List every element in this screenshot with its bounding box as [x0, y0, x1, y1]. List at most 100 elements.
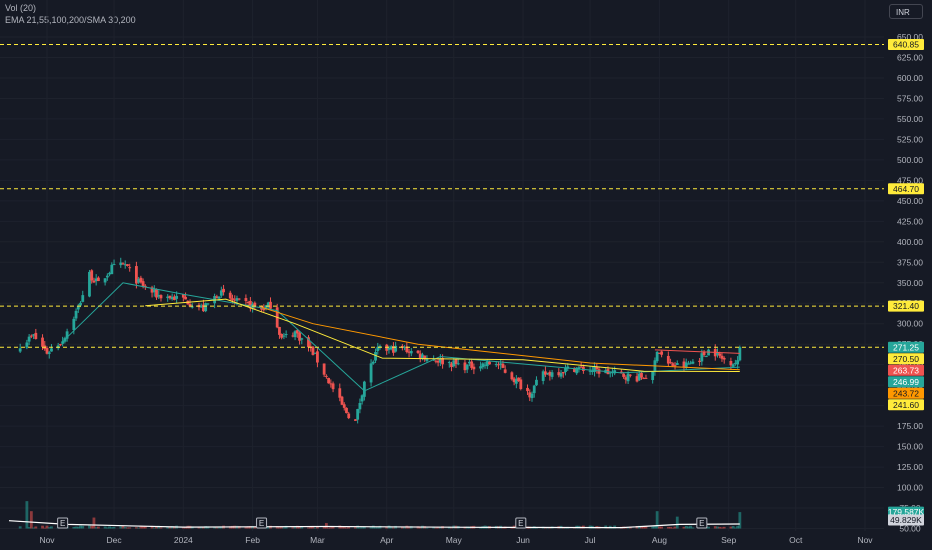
candle-body [418, 353, 422, 358]
candle-body [206, 303, 210, 305]
candle-body [103, 278, 107, 283]
volume-bar [400, 526, 404, 529]
candle-body [510, 372, 514, 380]
price-label-tag: 271.25 [893, 342, 919, 352]
volume-bar [184, 527, 187, 529]
volume-bar [108, 526, 111, 529]
candle-body [387, 347, 391, 350]
candle-body [358, 403, 362, 410]
price-tick-label: 550.00 [897, 114, 923, 124]
volume-bar [644, 525, 648, 529]
volume-bar [123, 526, 127, 529]
time-tick-label: Mar [310, 535, 325, 545]
candle-body [219, 290, 223, 296]
volume-bar [119, 526, 123, 529]
volume-bar [736, 525, 740, 529]
earnings-marker-box [57, 517, 69, 529]
candle-body [535, 379, 538, 386]
volume-bar [307, 527, 310, 529]
candle-body [184, 296, 187, 300]
volume-bar [687, 526, 690, 529]
level-price-tag-bg [888, 183, 924, 195]
volume-bar [669, 527, 672, 529]
candle-body [517, 377, 520, 382]
time-tick-label: Nov [857, 535, 873, 545]
grid [0, 0, 884, 531]
candle-body [360, 395, 364, 402]
candle-body [472, 366, 476, 370]
candle-body [485, 361, 489, 367]
volume-bar [666, 526, 670, 529]
price-tick-label: 350.00 [897, 278, 923, 288]
price-label-tag: 263.73 [893, 365, 919, 375]
candle-body [470, 361, 474, 368]
candle-body [548, 372, 552, 376]
earnings-marker-box [256, 517, 268, 529]
volume-bar [202, 526, 205, 529]
candle-body [561, 372, 565, 374]
price-tick-label: 450.00 [897, 196, 923, 206]
volume-bar [340, 526, 344, 529]
ma-line [261, 306, 740, 371]
time-tick-label: 2024 [174, 535, 193, 545]
candle-body [181, 294, 185, 298]
candle-body [340, 396, 344, 405]
candle-body [660, 351, 664, 355]
volume-value-tag: 179.587K [888, 507, 925, 517]
volume-bar [94, 527, 98, 529]
candle-body [141, 281, 145, 287]
candle-body [704, 356, 708, 358]
time-tick-label: Sep [721, 535, 736, 545]
candle-body [733, 362, 737, 364]
level-price-tag: 321.40 [893, 301, 919, 311]
price-tick-label: 475.00 [897, 175, 923, 185]
candle-body [608, 372, 612, 374]
volume-bar [450, 527, 453, 529]
candle-body [298, 332, 301, 341]
volume-bar [155, 526, 158, 529]
candle-body [295, 330, 299, 334]
volume-bar [50, 526, 53, 529]
candle-body [199, 305, 203, 308]
volume-indicator-label[interactable]: Vol (20) [5, 3, 37, 13]
candle-body [559, 373, 563, 377]
candle-body [324, 375, 328, 377]
candle-body [311, 346, 315, 355]
candle-body [635, 376, 639, 382]
candle-body [47, 352, 51, 354]
volume-bar [159, 527, 163, 529]
candle-body [738, 347, 742, 361]
candle-body [90, 270, 94, 281]
candle-body [564, 368, 567, 373]
candle-body [291, 335, 295, 337]
candle-body [371, 361, 375, 364]
volume-bar [291, 527, 295, 529]
volume-bar [76, 526, 80, 529]
volume-bar [501, 527, 505, 529]
candle-body [94, 278, 98, 282]
candle-body [702, 351, 706, 356]
ema-indicator-label[interactable]: EMA 21,55,100,200/SMA 30,200 [5, 15, 136, 25]
candle-body [170, 297, 174, 300]
price-tick-label: 425.00 [897, 216, 923, 226]
candle-body [622, 373, 626, 377]
candle-body [61, 341, 65, 344]
earnings-marker-box [696, 517, 708, 529]
candle-body [501, 363, 505, 368]
candle-body [579, 366, 583, 368]
candle-body [700, 353, 704, 362]
candle-body [644, 377, 648, 379]
volume-bar [675, 516, 679, 529]
currency-button[interactable]: INR [889, 4, 923, 19]
price-label-tag: 246.99 [893, 377, 919, 387]
volume-bar [354, 527, 357, 529]
candle-body [483, 364, 487, 366]
volume-bar [311, 525, 315, 529]
volume-bar [298, 526, 301, 529]
earnings-marker-label: E [699, 519, 704, 528]
candle-body [172, 296, 176, 300]
price-label-tag: 243.72 [893, 388, 919, 398]
candle-body [356, 409, 360, 420]
candle-body [222, 288, 225, 293]
